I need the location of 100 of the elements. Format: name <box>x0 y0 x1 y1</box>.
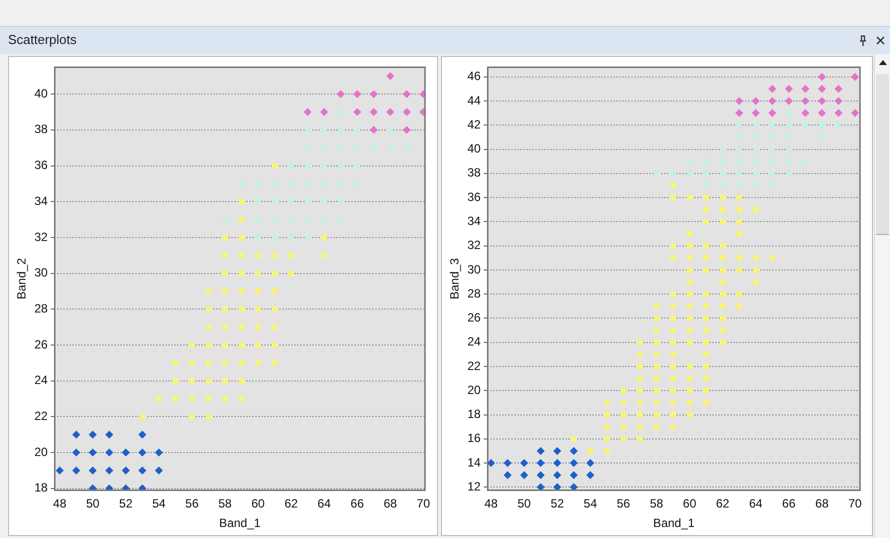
point <box>222 288 228 294</box>
point <box>670 170 676 177</box>
y-tick-label: 38 <box>34 122 48 136</box>
point <box>271 198 278 205</box>
x-tick-label: 48 <box>484 496 498 511</box>
y-tick-label: 36 <box>467 190 482 204</box>
point <box>304 216 311 223</box>
point <box>205 378 212 384</box>
point <box>304 108 312 116</box>
point <box>818 134 826 140</box>
point <box>338 216 344 223</box>
point <box>88 484 97 490</box>
point <box>238 288 245 294</box>
point <box>536 446 545 455</box>
point <box>105 430 114 439</box>
y-tick-label: 14 <box>467 455 482 470</box>
point <box>254 288 262 294</box>
y-tick-label: 46 <box>467 69 482 84</box>
point <box>752 122 759 128</box>
point <box>205 306 212 312</box>
point <box>238 252 245 259</box>
point <box>553 459 562 468</box>
point <box>304 198 311 205</box>
x-tick-label: 64 <box>317 496 332 511</box>
point <box>271 162 278 169</box>
x-tick-label: 58 <box>650 496 664 511</box>
point <box>736 158 742 165</box>
point <box>370 90 378 98</box>
point <box>238 198 245 205</box>
point <box>570 471 578 480</box>
point <box>834 109 842 118</box>
point <box>387 144 394 152</box>
point <box>320 108 328 116</box>
point <box>238 360 245 366</box>
point <box>818 84 826 93</box>
point <box>354 162 360 169</box>
point <box>205 396 212 402</box>
point <box>736 146 742 152</box>
y-tick-label: 34 <box>34 194 48 208</box>
point <box>354 144 360 152</box>
point <box>105 466 114 474</box>
point <box>304 180 311 187</box>
point <box>188 342 196 348</box>
point <box>769 146 776 152</box>
point <box>320 216 328 223</box>
x-tick-label: 66 <box>782 496 796 511</box>
point <box>818 96 826 105</box>
x-tick-label: 70 <box>416 496 430 511</box>
point <box>802 122 809 128</box>
point <box>520 459 528 468</box>
point <box>271 288 278 294</box>
x-tick-label: 68 <box>815 496 829 511</box>
point <box>653 170 660 177</box>
x-tick-label: 52 <box>550 496 564 511</box>
x-tick-label: 68 <box>384 496 398 511</box>
point <box>786 122 792 128</box>
point <box>304 162 311 169</box>
y-tick-label: 34 <box>467 214 482 228</box>
point <box>338 126 344 134</box>
point <box>504 459 512 468</box>
y-tick-label: 42 <box>467 117 482 132</box>
point <box>752 170 759 177</box>
x-tick-label: 60 <box>682 496 697 511</box>
point <box>801 84 810 93</box>
y-tick-label: 40 <box>34 86 48 100</box>
point <box>818 122 826 128</box>
point <box>288 180 294 187</box>
y-axis-title: Band_2 <box>14 258 29 300</box>
point <box>138 448 146 457</box>
y-tick-label: 22 <box>34 409 48 424</box>
point <box>288 198 294 205</box>
point <box>719 158 726 165</box>
point <box>254 270 262 277</box>
point <box>88 466 97 474</box>
point <box>504 471 512 480</box>
point <box>851 109 860 118</box>
point <box>238 378 245 384</box>
x-tick-label: 58 <box>218 496 232 511</box>
point <box>520 471 528 480</box>
point <box>802 158 809 165</box>
point <box>254 216 262 223</box>
point <box>254 198 262 205</box>
point <box>801 96 810 105</box>
point <box>288 162 294 169</box>
point <box>818 109 826 118</box>
point <box>402 108 411 116</box>
x-tick-label: 56 <box>185 496 199 511</box>
point <box>222 234 228 241</box>
point <box>686 170 693 177</box>
point <box>320 234 328 241</box>
point <box>254 324 262 330</box>
point <box>88 448 97 457</box>
point <box>402 126 411 134</box>
point <box>320 126 328 134</box>
y-tick-label: 16 <box>467 431 482 446</box>
point <box>122 484 130 490</box>
point <box>570 483 578 490</box>
point <box>154 466 163 474</box>
point <box>188 360 196 366</box>
point <box>271 234 278 241</box>
